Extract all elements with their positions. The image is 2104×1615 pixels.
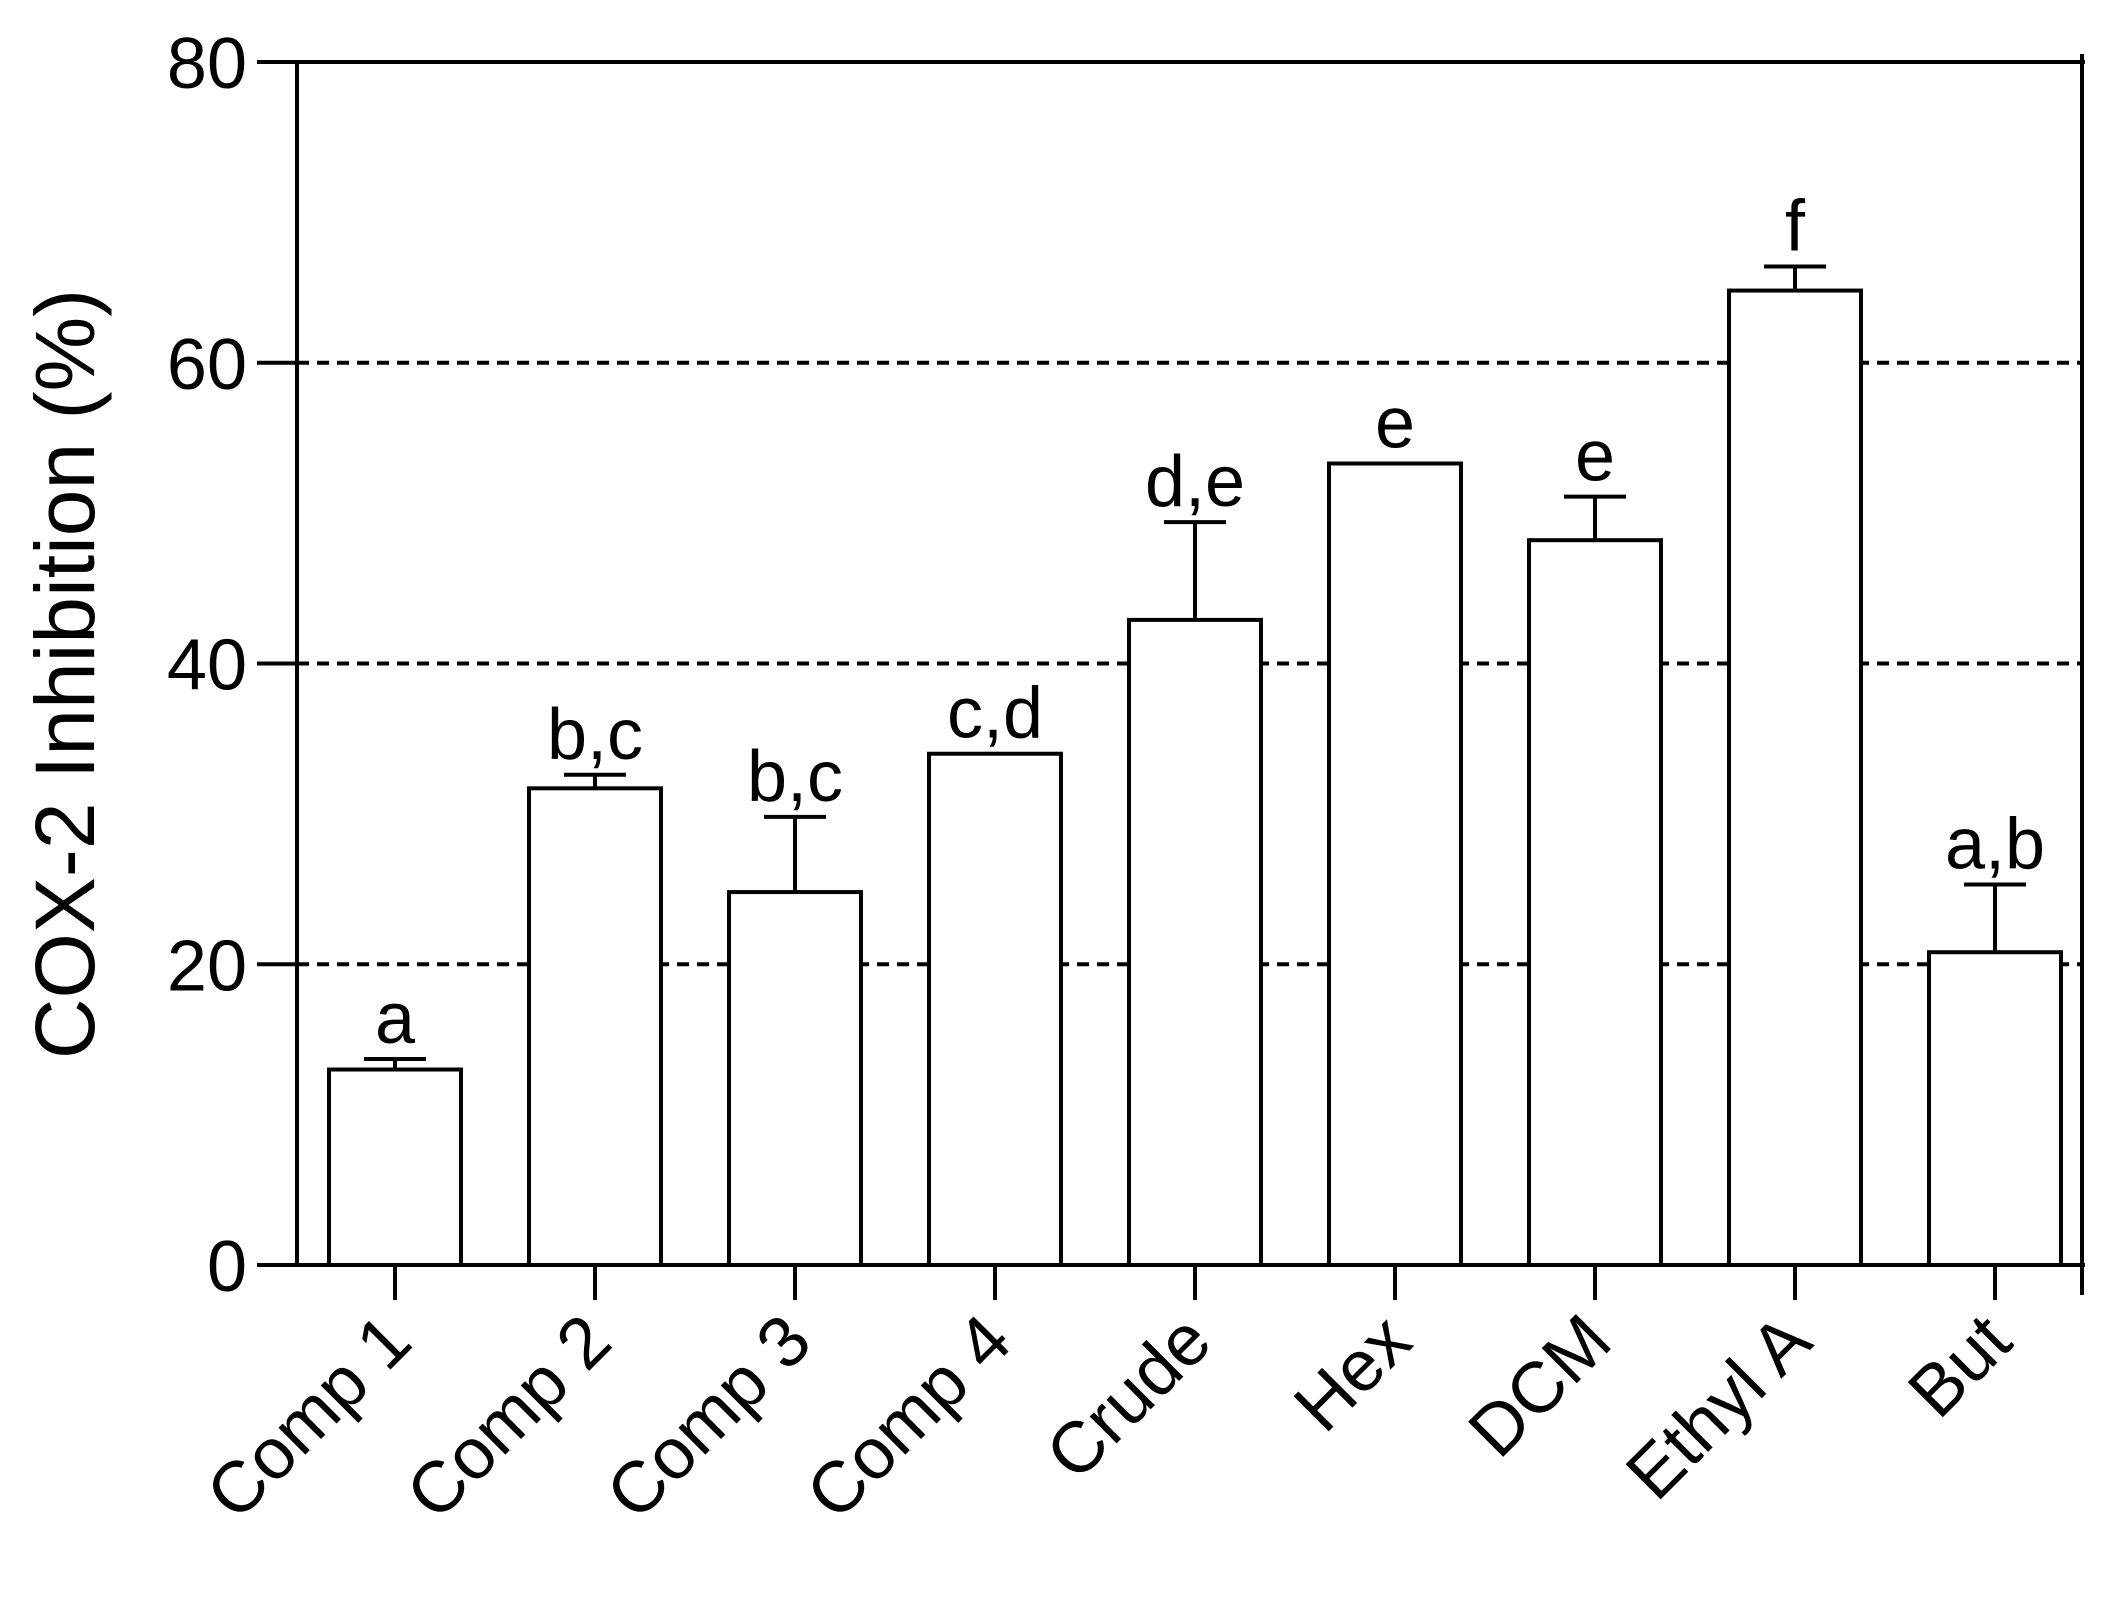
axes [257, 54, 2085, 1300]
bar [727, 890, 863, 1267]
x-tick-label: Comp 2 [391, 1300, 626, 1535]
x-tick-label: Hex [1279, 1300, 1426, 1447]
bar [927, 751, 1063, 1267]
x-tick-label: Crude [1031, 1300, 1226, 1495]
significance-label: b,c [747, 737, 843, 817]
bars [327, 264, 2063, 1268]
significance-label: b,c [547, 695, 643, 775]
significance-label: a [375, 979, 416, 1059]
y-tick-label: 40 [167, 626, 247, 706]
significance-label: e [1575, 417, 1615, 497]
bar [1527, 538, 1663, 1267]
y-tick-label: 80 [167, 24, 247, 104]
significance-label: e [1375, 384, 1415, 464]
y-axis-title: COX-2 Inhibition (%) [18, 289, 112, 1059]
x-tick-label: DCM [1454, 1300, 1627, 1473]
x-tick-label: Ethyl A [1611, 1300, 1826, 1515]
bar [1927, 950, 2063, 1267]
significance-label: a,b [1945, 805, 2045, 885]
x-tick-label: Comp 1 [191, 1300, 426, 1535]
bar [1327, 461, 1463, 1268]
bar [327, 1067, 463, 1267]
x-tick-label: Comp 3 [591, 1300, 826, 1535]
significance-label: d,e [1145, 442, 1245, 522]
y-tick-label: 0 [207, 1227, 247, 1307]
x-tick-label: But [1893, 1300, 2026, 1433]
bar [1127, 617, 1263, 1267]
x-tick-label: Comp 4 [791, 1300, 1026, 1535]
significance-label: f [1785, 187, 1806, 267]
y-tick-label: 60 [167, 325, 247, 405]
y-tick-label: 20 [167, 926, 247, 1006]
significance-label: c,d [947, 674, 1043, 754]
bar [1727, 288, 1863, 1267]
bar [527, 786, 663, 1268]
